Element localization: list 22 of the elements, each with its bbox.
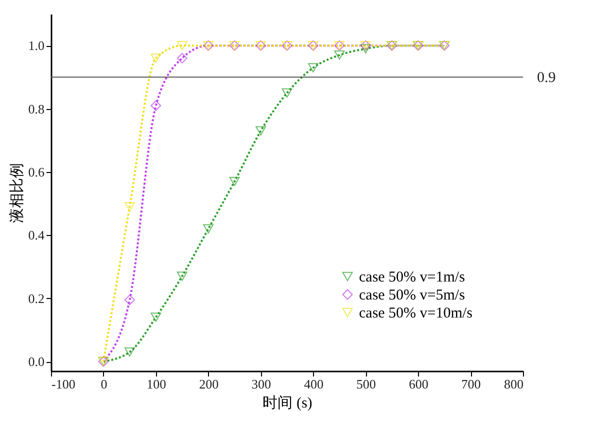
- y-tick-label: 0.4: [28, 228, 45, 243]
- x-tick-label: 600: [408, 376, 428, 392]
- x-tick-label: 300: [252, 376, 272, 392]
- legend-label: case 50% v=10m/s: [359, 306, 473, 322]
- x-tick-label: 0: [100, 376, 108, 392]
- y-tick-label: 0.0: [28, 354, 44, 370]
- ref-line-label: 0.9: [537, 70, 556, 86]
- y-tick-label: 0.8: [28, 101, 44, 116]
- x-tick-label: 700: [461, 376, 481, 392]
- x-tick-label: 500: [356, 376, 376, 392]
- y-tick-label: 0.2: [28, 290, 44, 306]
- x-axis-title: 时间 (s): [262, 394, 312, 412]
- x-tick-label: -100: [52, 376, 76, 392]
- x-tick-label: 200: [199, 376, 219, 392]
- y-axis-title: 液相比例: [8, 163, 26, 223]
- legend-label: case 50% v=1m/s: [359, 270, 466, 286]
- y-tick-label: 1.0: [28, 38, 44, 54]
- legend-label: case 50% v=5m/s: [359, 288, 466, 304]
- x-tick-label: 800: [504, 376, 524, 392]
- x-tick-label: 400: [304, 376, 324, 392]
- y-tick-label: 0.6: [28, 164, 45, 180]
- x-tick-label: 100: [146, 376, 166, 392]
